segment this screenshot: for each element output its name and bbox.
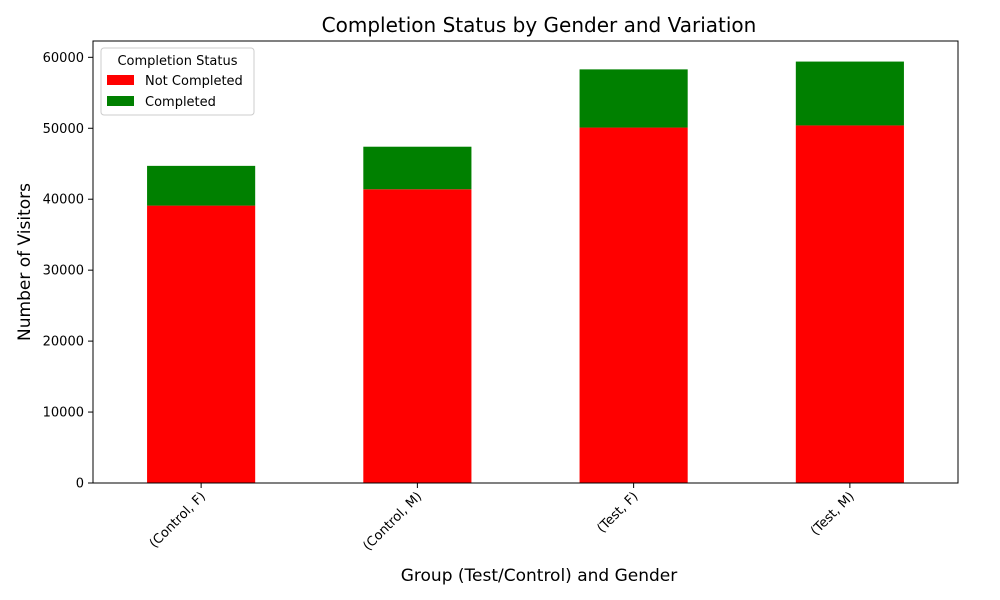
x-tick-label: (Control, F) — [147, 489, 209, 551]
legend-swatch-completed — [107, 96, 134, 106]
x-tick-label: (Test, F) — [594, 489, 641, 536]
legend: Completion Status Not Completed Completed — [100, 47, 255, 116]
y-tick-label: 50000 — [43, 122, 84, 137]
legend-box — [100, 47, 255, 116]
plot-area: (Control, F) (Control, M) (Test, F) (Test, … — [43, 51, 904, 554]
bar-not-completed-4 — [795, 125, 904, 483]
chart-title: Completion Status by Gender and Variatio… — [322, 13, 757, 37]
legend-label: Completed — [145, 95, 216, 110]
legend-swatch-not-completed — [107, 75, 134, 85]
y-tick-label: 0 — [76, 477, 84, 492]
bar-not-completed-1 — [147, 205, 256, 483]
bar-completed-3 — [579, 69, 688, 128]
y-tick-label: 60000 — [43, 51, 84, 66]
x-tick-label: (Test, M) — [808, 489, 858, 539]
y-tick-label: 30000 — [43, 264, 84, 279]
legend-label: Not Completed — [145, 74, 243, 89]
y-tick-label: 40000 — [43, 193, 84, 208]
plot-frame — [92, 40, 959, 484]
bar-not-completed-2 — [363, 189, 472, 483]
bar-not-completed-3 — [579, 127, 688, 484]
bar-completed-1 — [147, 165, 256, 206]
bar-completed-4 — [795, 61, 904, 126]
x-tick-label: (Control, M) — [360, 489, 425, 554]
y-axis-label: Number of Visitors — [15, 183, 35, 341]
x-axis-label: Group (Test/Control) and Gender — [401, 566, 678, 586]
y-tick-label: 20000 — [43, 335, 84, 350]
bar-completed-2 — [363, 146, 472, 190]
y-tick-label: 10000 — [43, 406, 84, 421]
legend-title: Completion Status — [117, 54, 237, 69]
